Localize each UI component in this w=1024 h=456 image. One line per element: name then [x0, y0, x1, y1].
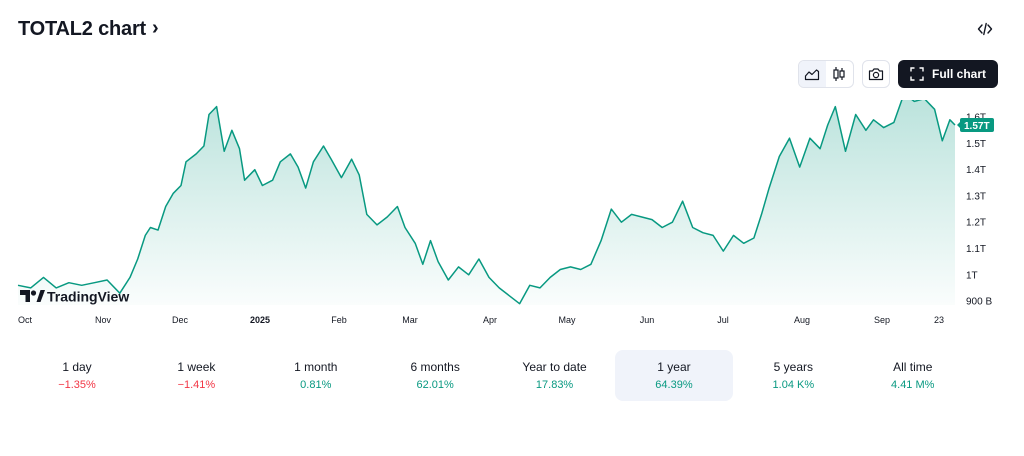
period-tab[interactable]: All time 4.41 M% — [854, 350, 972, 401]
candlestick-icon — [833, 67, 846, 81]
period-label: All time — [893, 360, 933, 374]
y-tick-label: 1.4T — [966, 165, 986, 176]
period-change-value: −1.35% — [58, 379, 96, 391]
fullscreen-icon — [910, 67, 924, 81]
period-change-value: 64.39% — [655, 379, 693, 391]
embed-code-button[interactable] — [974, 18, 996, 40]
series-line — [17, 100, 956, 305]
x-tick-label: 2025 — [250, 315, 270, 325]
x-tick-label: Jul — [717, 315, 729, 325]
period-tab[interactable]: 1 year 64.39% — [614, 350, 733, 401]
y-tick-label: 1.5T — [966, 139, 986, 150]
tradingview-logo-slash — [36, 290, 45, 302]
code-embed-icon — [977, 22, 993, 36]
tradingview-logo[interactable]: TradingView — [20, 289, 129, 305]
full-chart-label: Full chart — [931, 67, 986, 81]
page-title: TOTAL2 chart — [18, 18, 146, 40]
period-label: 1 month — [294, 360, 338, 374]
period-tab[interactable]: 6 months 62.01% — [376, 350, 494, 401]
period-label: Year to date — [522, 360, 587, 374]
x-tick-label: Apr — [483, 315, 497, 325]
period-change-value: 1.04 K% — [772, 379, 815, 391]
x-tick-label: Oct — [18, 315, 33, 325]
y-tick-label: 1.3T — [966, 192, 986, 203]
camera-icon — [868, 68, 884, 81]
period-tab[interactable]: 1 week −1.41% — [137, 350, 255, 401]
full-chart-button[interactable]: Full chart — [897, 60, 998, 88]
chart-title-link[interactable]: TOTAL2 chart › — [18, 17, 159, 41]
period-tab[interactable]: Year to date 17.83% — [496, 350, 614, 401]
x-tick-label: Nov — [95, 315, 112, 325]
period-selector: 1 day −1.35% 1 week −1.41% 1 month 0.81% 6 mon… — [18, 350, 1020, 401]
series-area-fill — [18, 100, 955, 305]
x-tick-label: 23 — [934, 315, 944, 325]
x-tick-label: Aug — [794, 315, 810, 325]
tradingview-logo-dot — [30, 290, 37, 296]
y-tick-label: 900 B — [966, 297, 992, 308]
chevron-right-icon: › — [152, 17, 159, 39]
y-tick-label: 1.1T — [966, 244, 986, 255]
last-value-label: 1.57T — [964, 121, 990, 132]
period-label: 1 year — [657, 360, 691, 374]
period-change-value: 0.81% — [300, 379, 332, 391]
period-tab[interactable]: 1 day −1.35% — [18, 350, 136, 401]
y-tick-label: 1T — [966, 270, 978, 281]
period-label: 5 years — [773, 360, 814, 374]
chart-type-group — [797, 60, 854, 88]
period-label: 1 day — [62, 360, 92, 374]
period-tab[interactable]: 5 years 1.04 K% — [734, 350, 852, 401]
area-chart-icon — [805, 69, 820, 81]
period-change-value: 62.01% — [416, 379, 454, 391]
tradingview-logo-mark — [20, 290, 30, 302]
period-change-value: −1.41% — [177, 379, 216, 391]
period-tab[interactable]: 1 month 0.81% — [257, 350, 375, 401]
x-tick-label: Jun — [640, 315, 655, 325]
x-tick-label: Dec — [172, 315, 189, 325]
y-tick-label: 1.2T — [966, 218, 986, 229]
tradingview-logo-text: TradingView — [47, 289, 129, 305]
chart-toolbar: Full chart — [797, 60, 998, 88]
x-tick-label: Sep — [874, 315, 890, 325]
candlestick-chart-button[interactable] — [826, 61, 853, 87]
period-change-value: 17.83% — [535, 379, 574, 391]
area-chart-button[interactable] — [798, 61, 826, 87]
period-label: 1 week — [177, 360, 216, 374]
period-label: 6 months — [410, 360, 460, 374]
x-tick-label: Mar — [402, 315, 418, 325]
snapshot-button[interactable] — [861, 60, 890, 88]
x-tick-label: May — [558, 315, 576, 325]
period-change-value: 4.41 M% — [891, 379, 935, 391]
last-value-badge — [960, 118, 994, 132]
x-tick-label: Feb — [331, 315, 347, 325]
